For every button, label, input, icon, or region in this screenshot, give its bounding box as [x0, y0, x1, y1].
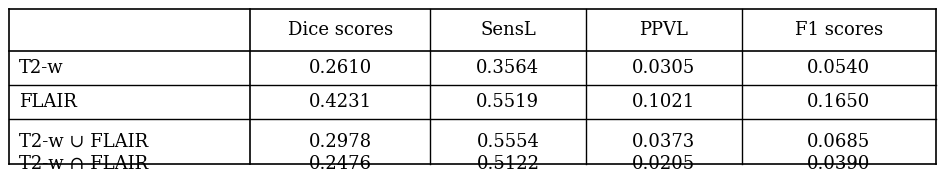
Text: SensL: SensL — [480, 21, 535, 39]
Text: F1 scores: F1 scores — [794, 21, 882, 39]
Text: 0.0390: 0.0390 — [806, 155, 869, 173]
Text: 0.5554: 0.5554 — [476, 132, 539, 151]
Text: 0.2978: 0.2978 — [309, 132, 371, 151]
Text: 0.5519: 0.5519 — [476, 93, 539, 111]
Text: T2-w ∪ FLAIR: T2-w ∪ FLAIR — [19, 132, 148, 151]
Text: 0.2476: 0.2476 — [309, 155, 371, 173]
Text: 0.5122: 0.5122 — [476, 155, 539, 173]
Text: 0.0540: 0.0540 — [806, 59, 869, 77]
Text: FLAIR: FLAIR — [19, 93, 76, 111]
Text: 0.4231: 0.4231 — [309, 93, 371, 111]
Text: PPVL: PPVL — [639, 21, 687, 39]
Text: 0.1021: 0.1021 — [632, 93, 695, 111]
Text: T2-w ∩ FLAIR: T2-w ∩ FLAIR — [19, 155, 148, 173]
Text: 0.1650: 0.1650 — [806, 93, 869, 111]
Text: 0.3564: 0.3564 — [476, 59, 539, 77]
Text: T2-w: T2-w — [19, 59, 63, 77]
Text: 0.2610: 0.2610 — [309, 59, 371, 77]
Text: 0.0205: 0.0205 — [632, 155, 695, 173]
Text: 0.0685: 0.0685 — [806, 132, 869, 151]
Text: Dice scores: Dice scores — [287, 21, 393, 39]
Text: 0.0305: 0.0305 — [632, 59, 695, 77]
Text: 0.0373: 0.0373 — [632, 132, 695, 151]
